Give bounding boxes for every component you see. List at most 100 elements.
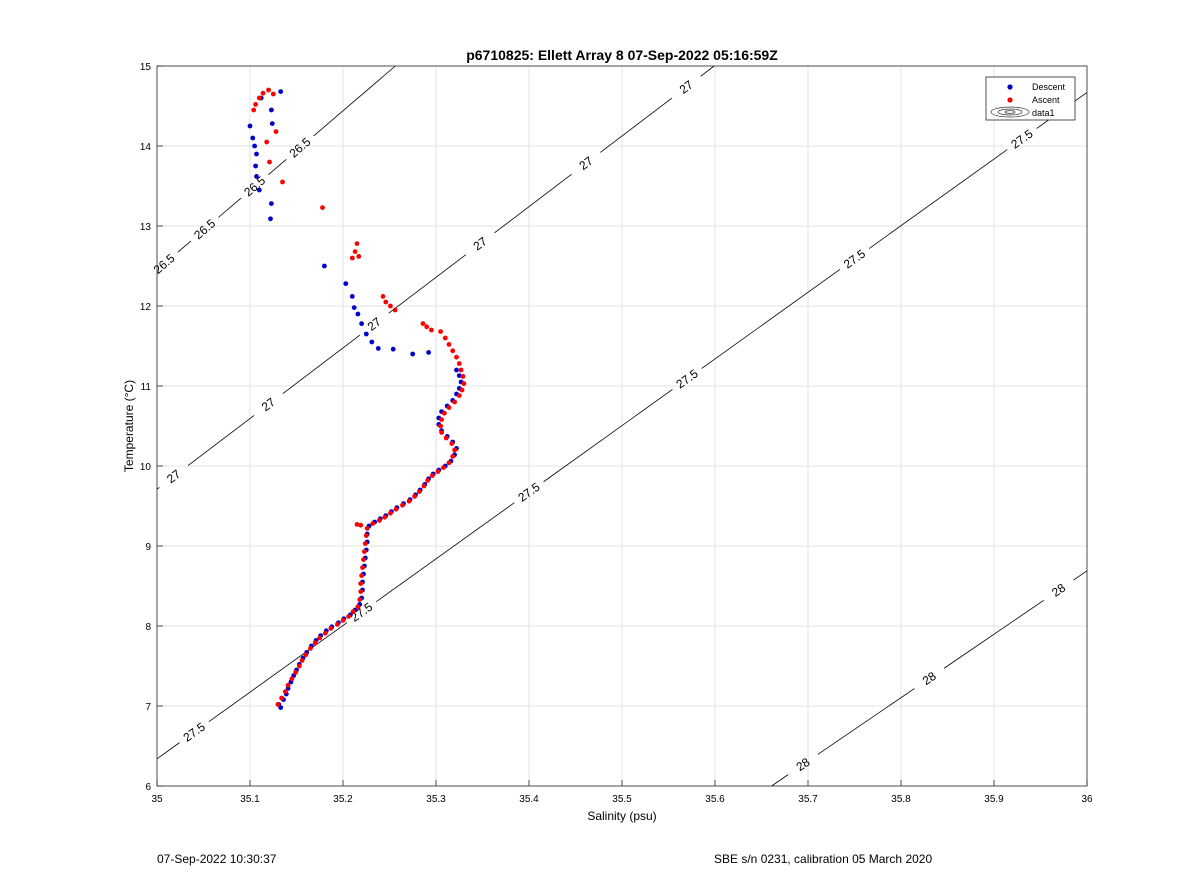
contour-label: 27 bbox=[365, 314, 384, 333]
ascent-point bbox=[382, 514, 388, 520]
ascent-point bbox=[392, 307, 398, 313]
ascent-point bbox=[429, 327, 434, 333]
y-tick-label: 6 bbox=[145, 782, 151, 793]
ascent-point bbox=[393, 506, 399, 512]
x-tick-label: 35.5 bbox=[612, 794, 632, 805]
contour-line bbox=[218, 197, 242, 218]
ascent-point bbox=[359, 573, 364, 578]
descent-point bbox=[456, 373, 462, 378]
contour-line bbox=[268, 159, 287, 175]
y-tick-label: 7 bbox=[145, 702, 151, 713]
contour-line bbox=[600, 97, 673, 153]
contour-line bbox=[388, 254, 467, 314]
ascent-point bbox=[450, 348, 456, 354]
descent-point bbox=[247, 123, 253, 129]
descent-point bbox=[355, 311, 361, 317]
ascent-point bbox=[441, 465, 446, 470]
contour-line bbox=[943, 599, 1044, 669]
ascent-point bbox=[308, 646, 313, 651]
ascent-point bbox=[429, 473, 435, 478]
ascent-point bbox=[320, 205, 325, 211]
contour-label: 26.5 bbox=[151, 251, 178, 277]
legend-descent-label: Descent bbox=[1032, 82, 1066, 92]
y-tick-label: 12 bbox=[140, 302, 152, 313]
ascent-point bbox=[439, 417, 444, 422]
ascent-point bbox=[303, 652, 309, 658]
descent-point bbox=[343, 281, 349, 286]
ascent-point bbox=[340, 618, 346, 623]
ascent-point bbox=[446, 405, 452, 410]
contour-line bbox=[1073, 570, 1088, 581]
ascent-point bbox=[280, 179, 285, 185]
y-tick-label: 10 bbox=[140, 462, 152, 473]
contour-label: 27.5 bbox=[841, 246, 868, 271]
descent-point bbox=[269, 121, 275, 126]
ascent-point bbox=[362, 549, 367, 554]
descent-point bbox=[375, 346, 381, 351]
ascent-point bbox=[446, 460, 452, 466]
ascent-point bbox=[438, 423, 443, 429]
descent-point bbox=[359, 321, 364, 326]
x-tick-label: 35.8 bbox=[891, 794, 911, 805]
ascent-point bbox=[354, 522, 360, 527]
chart-title: p6710825: Ellett Array 8 07-Sep-2022 05:… bbox=[466, 47, 778, 63]
ascent-point bbox=[289, 676, 295, 682]
x-tick-label: 36 bbox=[1081, 794, 1093, 805]
ascent-point bbox=[421, 483, 427, 489]
ascent-point bbox=[285, 682, 291, 688]
contour-line bbox=[282, 334, 361, 394]
ascent-point bbox=[266, 87, 271, 93]
legend-ascent-marker bbox=[1007, 97, 1013, 103]
ascent-point bbox=[362, 541, 368, 546]
y-tick-label: 8 bbox=[145, 622, 151, 633]
footer-calibration: SBE s/n 0231, calibration 05 March 2020 bbox=[714, 852, 933, 866]
ascent-point bbox=[296, 663, 302, 669]
contour-line bbox=[156, 742, 180, 760]
ascent-point bbox=[267, 159, 272, 165]
ascent-point bbox=[352, 249, 358, 255]
x-tick-label: 35.4 bbox=[519, 794, 539, 805]
descent-point bbox=[269, 107, 274, 113]
ascent-point bbox=[416, 489, 422, 494]
ascent-point bbox=[388, 510, 393, 516]
ascent-point bbox=[328, 626, 334, 631]
ascent-point bbox=[358, 581, 364, 586]
x-tick-label: 35.1 bbox=[240, 794, 260, 805]
contour-28: 28 28 28 bbox=[771, 570, 1088, 787]
x-tick-label: 35.6 bbox=[705, 794, 725, 805]
ascent-point bbox=[356, 254, 362, 259]
descent-point bbox=[454, 367, 459, 373]
ascent-point bbox=[412, 494, 417, 499]
x-tick-label: 35.9 bbox=[984, 794, 1004, 805]
ascent-point bbox=[299, 658, 305, 663]
x-tick-label: 35.3 bbox=[426, 794, 446, 805]
contour-label: 28 bbox=[794, 755, 813, 774]
ascent-point bbox=[446, 342, 452, 347]
descent-point bbox=[278, 89, 284, 94]
contour-label: 26.5 bbox=[191, 216, 218, 242]
contour-line bbox=[313, 65, 396, 137]
ascent-point bbox=[349, 255, 355, 261]
ascent-point bbox=[449, 441, 455, 446]
ascent-point bbox=[275, 702, 281, 707]
descent-point bbox=[426, 350, 431, 355]
axis-ticks: 35 35.1 35.2 35.3 35.4 35.5 35.6 35.7 35.8 35.9 36… bbox=[140, 62, 1093, 805]
ascent-point bbox=[264, 139, 270, 145]
y-tick-label: 11 bbox=[141, 382, 152, 393]
ascent-point bbox=[442, 335, 448, 341]
ascent-point bbox=[456, 361, 462, 366]
x-tick-label: 35.7 bbox=[798, 794, 818, 805]
ascent-point bbox=[279, 695, 284, 701]
descent-point bbox=[256, 187, 262, 193]
ascent-point bbox=[452, 399, 457, 405]
y-tick-label: 15 bbox=[140, 62, 152, 73]
ascent-point bbox=[460, 374, 466, 379]
ascent-point bbox=[360, 565, 365, 570]
ascent-point bbox=[270, 91, 276, 97]
descent-point bbox=[252, 143, 257, 149]
contour-line bbox=[701, 269, 841, 369]
series-ascent bbox=[251, 87, 467, 707]
descent-point bbox=[268, 216, 273, 222]
ascent-point bbox=[361, 557, 366, 562]
descent-point bbox=[322, 263, 327, 269]
